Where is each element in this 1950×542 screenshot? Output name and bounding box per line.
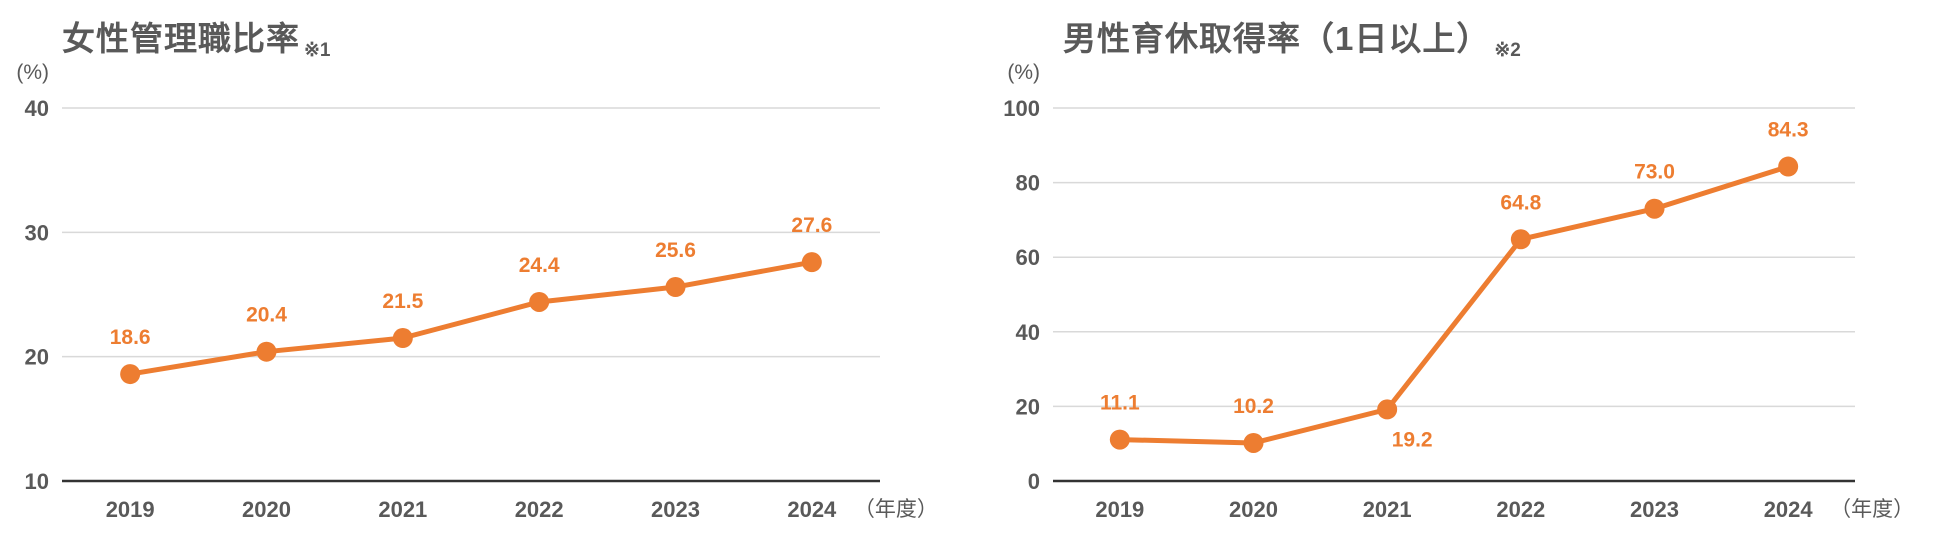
data-point-label: 20.4 (246, 304, 287, 327)
chart-title-footnote-marker: ※2 (1494, 40, 1521, 61)
data-point-label: 10.2 (1233, 395, 1274, 418)
x-tick-label: 2019 (1095, 497, 1144, 522)
male-parental-leave-rate-plot: 0 20 40 60 80 100 (%) 2019 2020 2021 2022 2023 2024 （… (1003, 61, 1914, 522)
chart-title: 女性管理職比率 ※1 (62, 12, 331, 61)
data-point (801, 252, 822, 273)
data-point-label: 64.8 (1500, 191, 1541, 214)
data-line (1117, 164, 1791, 446)
y-tick-label: 40 (1016, 320, 1040, 345)
x-tick-label: 2022 (515, 497, 564, 522)
data-point-label: 25.6 (655, 239, 696, 262)
data-point-label: 84.3 (1768, 119, 1809, 142)
x-tick-label: 2021 (1363, 497, 1412, 522)
x-tick-label: 2023 (651, 497, 700, 522)
y-tick-label: 60 (1016, 245, 1040, 270)
male-parental-leave-rate-chart: 男性育休取得率（1日以上） ※2 0 20 40 60 80 100 (%) 2019 2020… (975, 0, 1950, 542)
chart-title: 男性育休取得率（1日以上） ※2 (1063, 12, 1521, 61)
x-tick-label: 2024 (1764, 497, 1814, 522)
y-tick-label: 10 (25, 469, 49, 494)
data-point (392, 328, 413, 349)
data-point (1243, 432, 1264, 453)
x-axis-unit-label: （年度） (1830, 498, 1914, 521)
data-point-label: 24.4 (519, 254, 560, 277)
chart-title-footnote-marker: ※1 (304, 40, 331, 61)
y-tick-label: 80 (1016, 171, 1040, 196)
y-tick-label: 100 (1003, 96, 1040, 121)
x-tick-label: 2019 (106, 497, 155, 522)
female-managers-ratio-plot: 10 20 30 40 (%) 2019 2020 2021 2022 2023 2024 （年度） 1… (16, 61, 938, 522)
x-tick-label: 2023 (1630, 497, 1679, 522)
y-tick-label: 40 (25, 96, 49, 121)
data-line (127, 259, 815, 377)
x-tick-label: 2021 (378, 497, 427, 522)
y-axis-unit-label: (%) (16, 61, 49, 84)
chart-title-text: 男性育休取得率（1日以上） (1063, 20, 1491, 57)
data-point-label: 27.6 (791, 214, 832, 237)
data-point (1109, 429, 1130, 450)
x-tick-label: 2020 (242, 497, 291, 522)
female-managers-ratio-chart: 女性管理職比率 ※1 10 20 30 40 (%) 2019 2020 2021 2022 20… (16, 12, 938, 522)
data-point (665, 277, 686, 298)
data-point (1377, 399, 1398, 420)
x-tick-label: 2020 (1229, 497, 1278, 522)
x-tick-label: 2022 (1496, 497, 1545, 522)
y-tick-label: 30 (25, 220, 49, 245)
y-tick-label: 0 (1028, 469, 1040, 494)
data-point (1510, 229, 1531, 250)
y-tick-label: 20 (1016, 394, 1040, 419)
data-point (256, 341, 277, 362)
y-tick-label: 20 (25, 345, 49, 370)
data-point (529, 291, 550, 312)
data-point-label: 21.5 (382, 290, 423, 313)
data-point (120, 364, 141, 385)
data-point-label: 11.1 (1100, 392, 1140, 415)
data-point (1778, 156, 1799, 177)
x-axis-unit-label: （年度） (854, 498, 938, 521)
chart-title-text: 女性管理職比率 (62, 20, 300, 57)
y-axis-unit-label: (%) (1007, 61, 1040, 84)
data-point-label: 18.6 (110, 326, 151, 349)
x-tick-label: 2024 (787, 497, 837, 522)
data-point (1644, 198, 1665, 219)
data-point-label: 73.0 (1634, 161, 1675, 184)
data-point-label: 19.2 (1392, 428, 1433, 451)
